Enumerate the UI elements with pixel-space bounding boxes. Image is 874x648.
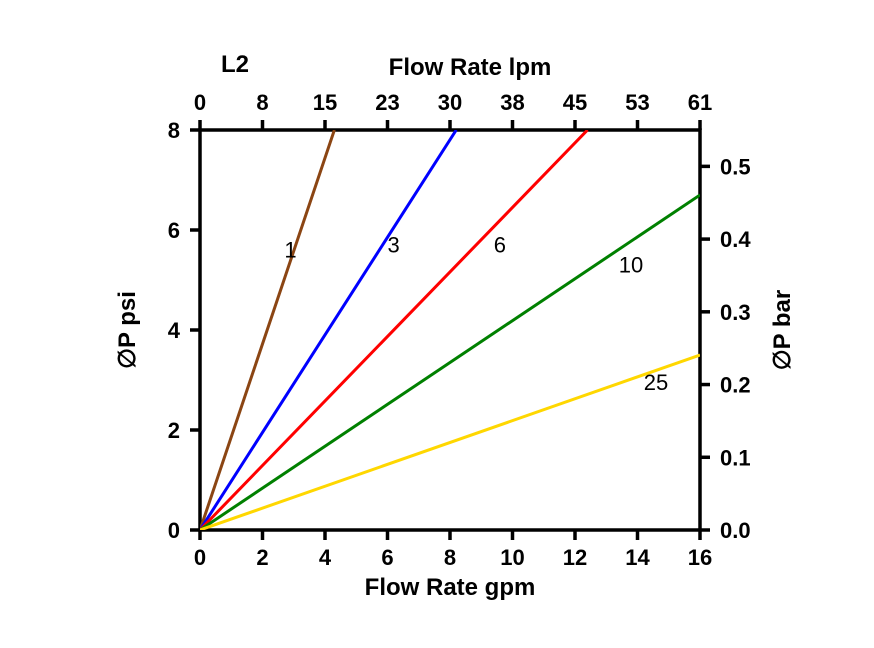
- x-top-tick-label: 15: [313, 90, 337, 115]
- x-top-tick-label: 23: [375, 90, 399, 115]
- y-left-tick-label: 6: [168, 218, 180, 243]
- series-label-3: 3: [388, 233, 400, 258]
- y-left-tick-label: 0: [168, 518, 180, 543]
- x-bottom-tick-label: 10: [500, 545, 524, 570]
- y-right-tick-label: 0.3: [720, 300, 751, 325]
- x-top-tick-label: 30: [438, 90, 462, 115]
- series-labels: 1 3 6 10 25: [284, 233, 668, 396]
- y-left-tick-label: 8: [168, 118, 180, 143]
- chart-container: 0246810121416 0815233038455361 02468 0.0…: [0, 0, 874, 648]
- y-right-tick-label: 0.0: [720, 518, 751, 543]
- plot-border: [200, 130, 700, 530]
- x-bottom-tick-label: 4: [319, 545, 332, 570]
- y-left-title: ∅P psi: [114, 291, 141, 369]
- series-line-10: [200, 195, 700, 530]
- y-left-ticks: 0 2 4 6 8: [168, 118, 200, 543]
- x-bottom-tick-label: 12: [563, 545, 587, 570]
- y-right-tick-label: 0.4: [720, 227, 751, 252]
- x-bottom-tick-label: 0: [194, 545, 206, 570]
- x-top-tick-label: 61: [688, 90, 712, 115]
- series-group: [200, 130, 700, 530]
- x-top-tick-label: 0: [194, 90, 206, 115]
- y-right-tick-label: 0.1: [720, 445, 751, 470]
- x-top-title: Flow Rate lpm: [389, 54, 552, 81]
- x-top-ticks: 0 8 15 23 30 38 45 53 61: [194, 90, 712, 130]
- l2-title: L2: [221, 51, 249, 78]
- y-left-tick-label: 4: [168, 318, 181, 343]
- x-bottom-tick-label: 14: [625, 545, 650, 570]
- y-right-title: ∅P bar: [769, 290, 796, 371]
- x-top-tick-label: 38: [500, 90, 524, 115]
- x-top-tick-label: 45: [563, 90, 587, 115]
- x-bottom-ticks: 0 2 4 6 8 10 12 14 16: [194, 530, 712, 570]
- x-top-tick-label: 8: [256, 90, 268, 115]
- series-label-1: 1: [284, 238, 296, 263]
- x-bottom-tick-label: 8: [444, 545, 456, 570]
- line-chart: 0246810121416 0815233038455361 02468 0.0…: [0, 0, 874, 648]
- series-label-25: 25: [644, 370, 668, 395]
- series-line-25: [200, 355, 700, 530]
- series-label-6: 6: [494, 233, 506, 258]
- y-right-tick-label: 0.2: [720, 373, 751, 398]
- x-bottom-tick-label: 6: [381, 545, 393, 570]
- series-line-6: [200, 130, 588, 530]
- series-line-1: [200, 130, 334, 530]
- x-top-tick-label: 53: [625, 90, 649, 115]
- y-right-tick-label: 0.5: [720, 154, 751, 179]
- x-bottom-tick-label: 16: [688, 545, 712, 570]
- y-right-ticks: 0.0 0.1 0.2 0.3 0.4 0.5: [700, 154, 751, 543]
- series-line-3: [200, 130, 456, 530]
- series-label-10: 10: [619, 253, 643, 278]
- x-bottom-tick-label: 2: [256, 545, 268, 570]
- x-bottom-title: Flow Rate gpm: [365, 574, 536, 601]
- y-left-tick-label: 2: [168, 418, 180, 443]
